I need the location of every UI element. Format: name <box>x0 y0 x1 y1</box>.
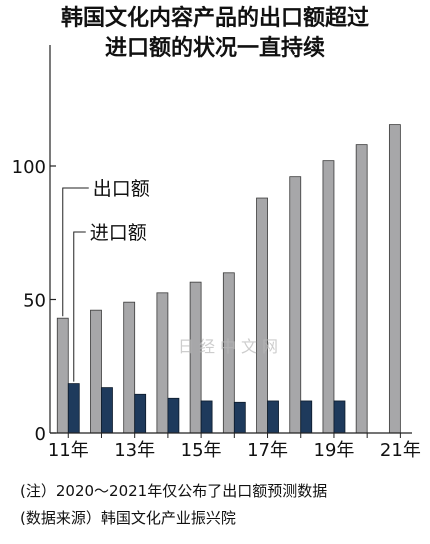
export-bar-12年 <box>90 309 102 434</box>
export-bar-18年 <box>289 176 302 434</box>
x-tick-label-21年: 21年 <box>380 440 421 461</box>
x-tick-label-11年: 11年 <box>48 440 89 461</box>
note-line-1: (注）2020～2021年仅公布了出口额预测数据 <box>20 482 328 500</box>
title-line-1: 韩国文化内容产品的出口额超过 <box>60 6 369 31</box>
export-bar-21年 <box>388 124 401 434</box>
legend-label-export: 出口额 <box>93 178 150 200</box>
note-line-2: (数据来源）韩国文化产业振兴院 <box>20 509 236 527</box>
x-tick-label-15年: 15年 <box>181 440 222 461</box>
import-bar-14年 <box>167 397 180 434</box>
export-bar-14年 <box>156 292 169 434</box>
legend-leader-import <box>73 231 86 382</box>
y-tick-label-100: 100 <box>12 157 46 178</box>
import-bar-15年 <box>200 400 213 434</box>
import-bar-18年 <box>300 400 313 434</box>
export-bar-11年 <box>56 317 69 434</box>
import-bar-13年 <box>134 393 147 434</box>
legend-label-import: 进口额 <box>90 222 147 244</box>
y-tick-label-50: 50 <box>23 291 46 312</box>
export-bar-17年 <box>256 197 268 434</box>
import-bar-17年 <box>267 400 279 434</box>
chart-title: 韩国文化内容产品的出口额超过 进口额的状况一直持续 <box>0 4 430 64</box>
export-bar-15年 <box>189 281 202 434</box>
legend-leader-export <box>62 187 89 317</box>
import-bar-11年 <box>67 383 80 434</box>
notes: (注）2020～2021年仅公布了出口额预测数据 (数据来源）韩国文化产业振兴院 <box>20 478 327 532</box>
x-tick-label-13年: 13年 <box>114 440 155 461</box>
y-tick-label-0: 0 <box>35 424 46 445</box>
x-tick-label-19年: 19年 <box>314 440 355 461</box>
title-line-2: 进口额的状况一直持续 <box>104 36 325 61</box>
import-bar-12年 <box>101 387 113 434</box>
watermark-text: 日经中文网 <box>178 337 284 356</box>
import-bar-19年 <box>333 400 346 434</box>
export-bar-20年 <box>355 144 368 434</box>
export-bar-19年 <box>322 160 335 434</box>
import-bar-16年 <box>233 401 246 434</box>
x-tick-label-17年: 17年 <box>247 440 288 461</box>
export-bar-13年 <box>123 301 136 434</box>
